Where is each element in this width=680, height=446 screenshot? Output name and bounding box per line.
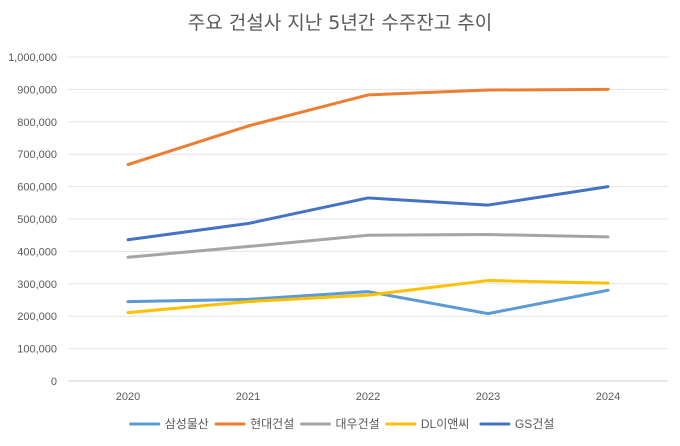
legend-item: 현대건설	[214, 417, 294, 431]
data-point	[366, 196, 370, 200]
data-point	[366, 234, 370, 237]
data-point	[366, 293, 370, 297]
y-axis: 0 100,000 200,000 300,000 400,000 500,000 600,…	[8, 52, 57, 388]
data-point	[606, 289, 610, 292]
data-point	[246, 124, 250, 128]
data-point	[126, 311, 130, 314]
legend-item: GS건설	[479, 417, 554, 431]
data-point	[126, 300, 130, 303]
x-axis: 2020 2021 2022 2023 2024	[116, 391, 620, 403]
x-tick-label: 2024	[596, 391, 620, 403]
y-tick-label: 700,000	[17, 149, 57, 161]
y-tick-label: 500,000	[17, 214, 57, 226]
data-point	[246, 300, 250, 303]
legend-label: 대우건설	[336, 417, 380, 431]
data-point	[126, 238, 130, 241]
x-tick-label: 2022	[356, 391, 380, 403]
y-tick-label: 800,000	[17, 117, 57, 129]
series-line-DL이앤씨	[126, 279, 610, 315]
data-point	[606, 185, 610, 188]
x-tick-label: 2021	[236, 391, 260, 403]
data-point	[366, 290, 370, 293]
data-point	[246, 298, 250, 301]
data-point	[486, 279, 490, 282]
data-point	[606, 281, 610, 285]
legend-label: GS건설	[515, 417, 554, 431]
y-tick-label: 0	[51, 376, 57, 388]
series-line-현대건설	[126, 87, 610, 167]
x-tick-label: 2020	[116, 391, 140, 403]
y-tick-label: 1,000,000	[8, 52, 57, 64]
y-tick-label: 900,000	[17, 84, 57, 96]
series-line-대우건설	[126, 233, 610, 259]
legend-item: 삼성물산	[129, 417, 209, 431]
data-point	[126, 256, 130, 259]
legend-label: 현대건설	[250, 417, 294, 431]
data-point	[366, 93, 370, 97]
chart-title: 주요 건설사 지난 5년간 수주잔고 추이	[187, 12, 493, 34]
data-point	[126, 163, 130, 166]
data-point	[246, 245, 250, 248]
legend-item: DL이앤씨	[385, 417, 469, 431]
legend-label: DL이앤씨	[421, 417, 469, 431]
y-tick-label: 400,000	[17, 246, 57, 258]
x-tick-label: 2023	[476, 391, 500, 403]
data-point	[606, 88, 610, 91]
data-point	[246, 222, 250, 225]
data-point	[486, 88, 490, 92]
data-point	[606, 235, 610, 239]
legend-label: 삼성물산	[165, 417, 209, 431]
legend: 삼성물산 현대건설 대우건설 DL이앤씨 GS건설	[129, 417, 554, 431]
series-line-GS건설	[126, 185, 610, 242]
legend-item: 대우건설	[300, 417, 380, 431]
y-tick-label: 100,000	[17, 344, 57, 356]
y-tick-label: 200,000	[17, 311, 57, 323]
series-lines	[126, 87, 610, 316]
gridlines	[68, 56, 668, 382]
y-tick-label: 300,000	[17, 279, 57, 291]
y-tick-label: 600,000	[17, 182, 57, 194]
data-point	[486, 312, 490, 315]
data-point	[486, 203, 490, 207]
data-point	[486, 233, 490, 236]
